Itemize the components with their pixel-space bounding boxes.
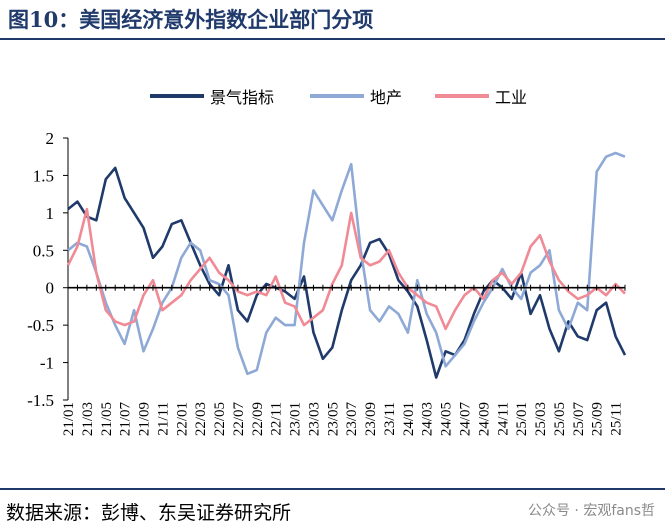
watermark: 公众号 · 宏观fans哲	[527, 503, 655, 519]
x-tick-label: 22/03	[193, 402, 209, 436]
x-tick-label: 25/11	[609, 402, 625, 436]
x-tick-label: 25/01	[514, 402, 530, 436]
y-axis: -1.5 -1 -0.5 0 0.5 1 1.5 2	[27, 129, 69, 410]
x-tick-label: 24/01	[401, 402, 417, 436]
figure-title: 图10：美国经济意外指数企业部门分项	[8, 7, 374, 32]
x-tick-label: 21/05	[99, 402, 115, 436]
series-line-2	[67, 151, 626, 376]
source-note: 数据来源：彭博、东吴证券研究所	[6, 502, 292, 524]
series-lines	[66, 151, 627, 379]
y-tick-label: -1	[40, 354, 54, 373]
x-tick-label: 21/01	[61, 402, 77, 436]
x-tick-label: 25/09	[590, 402, 606, 436]
y-tick-label: -1.5	[27, 391, 54, 410]
y-tick-label: 1	[46, 204, 55, 223]
legend-swatch-series-2	[310, 94, 364, 98]
y-tick-label: 1.5	[33, 166, 54, 185]
x-tick-label: 23/09	[363, 402, 379, 436]
x-tick-label: 23/01	[288, 402, 304, 436]
legend-swatch-series-1	[150, 94, 204, 98]
source-bar: 数据来源：彭博、东吴证券研究所 公众号 · 宏观fans哲	[0, 488, 665, 527]
x-tick-label: 22/05	[212, 402, 228, 436]
x-tick-label: 24/05	[439, 402, 455, 436]
x-tick-label: 23/03	[307, 402, 323, 436]
x-tick-label: 21/07	[118, 402, 134, 437]
y-tick-label: 0	[46, 279, 55, 298]
line-chart: -1.5 -1 -0.5 0 0.5 1 1.5 2 21/01 21/03 21/05 21/07…	[27, 129, 627, 437]
legend-item-series-3: 工业	[435, 85, 527, 107]
y-tick-label: 0.5	[33, 241, 54, 260]
x-tick-label: 24/07	[458, 402, 474, 437]
x-tick-label: 22/09	[250, 402, 266, 436]
legend-label-series-1: 景气指标	[210, 88, 275, 107]
x-tick-label: 23/07	[344, 402, 360, 437]
x-tick-label: 24/03	[420, 402, 436, 436]
x-tick-label: 25/03	[533, 402, 549, 436]
x-tick-label: 21/03	[80, 402, 96, 436]
x-axis: 21/01 21/03 21/05 21/07 21/09 21/11 22/01 22/03…	[61, 284, 626, 437]
y-tick-label: 2	[46, 129, 55, 148]
legend-item-series-1: 景气指标	[150, 85, 274, 107]
chart-legend: 景气指标 地产 工业	[0, 85, 665, 107]
y-tick-label: -0.5	[27, 316, 54, 335]
x-tick-label: 22/01	[174, 402, 190, 436]
title-bar: 图10：美国经济意外指数企业部门分项	[0, 0, 665, 40]
legend-swatch-series-3	[435, 94, 489, 98]
legend-label-series-3: 工业	[495, 88, 528, 107]
legend-label-series-2: 地产	[370, 88, 403, 107]
x-tick-label: 21/11	[155, 402, 171, 436]
x-tick-label: 25/07	[571, 402, 587, 437]
x-tick-label: 24/11	[495, 402, 511, 436]
series-line-3	[66, 207, 626, 331]
x-tick-label: 22/11	[269, 402, 285, 436]
x-tick-label: 22/07	[231, 402, 247, 437]
x-tick-label: 24/09	[476, 402, 492, 436]
x-tick-label: 25/05	[552, 402, 568, 436]
legend-item-series-2: 地产	[310, 85, 402, 107]
x-tick-label: 23/05	[325, 402, 341, 436]
x-tick-label: 23/11	[382, 402, 398, 436]
series-line-1	[67, 166, 627, 379]
x-tick-label: 21/09	[137, 402, 153, 436]
